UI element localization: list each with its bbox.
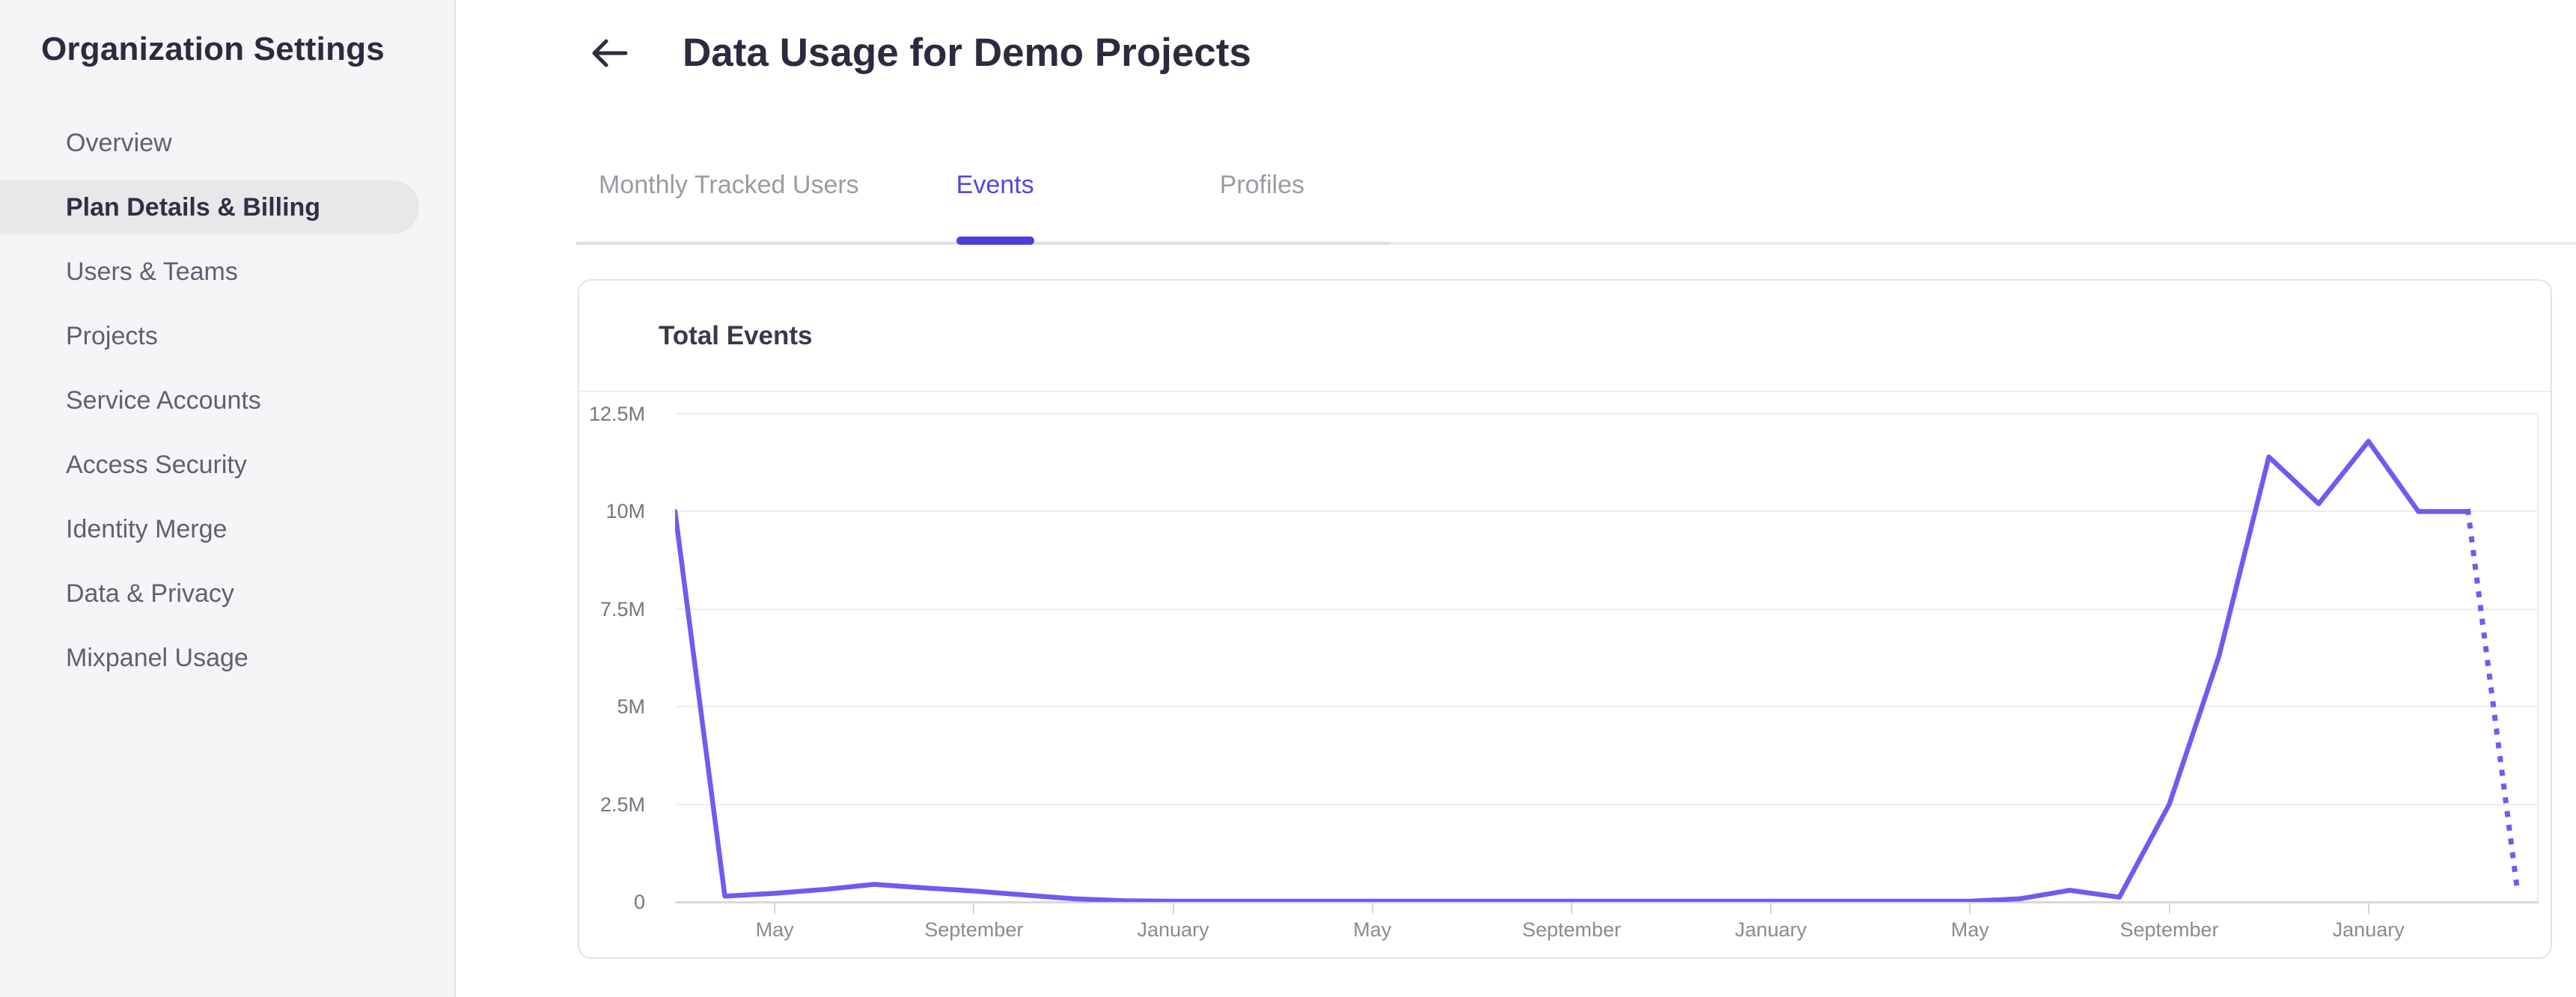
left-arrow-icon bbox=[592, 39, 628, 67]
sidebar-nav: Overview Plan Details & Billing Users & … bbox=[0, 116, 454, 685]
events-line-projected-dotted bbox=[2464, 508, 2521, 897]
plot-right-edge bbox=[2537, 414, 2539, 902]
card-header: Total Events bbox=[579, 281, 2551, 392]
card-title: Total Events bbox=[659, 320, 813, 350]
sidebar-item-label: Service Accounts bbox=[66, 385, 261, 415]
x-axis-tick bbox=[1570, 902, 1572, 914]
x-axis-tick bbox=[2168, 902, 2170, 914]
tab-profiles[interactable]: Profiles bbox=[1220, 170, 1304, 242]
tab-events[interactable]: Events bbox=[956, 170, 1034, 245]
x-axis-label: September bbox=[1522, 918, 1621, 941]
x-axis-tick bbox=[1770, 902, 1772, 914]
sidebar-item-label: Data & Privacy bbox=[66, 579, 234, 608]
sidebar-item-projects[interactable]: Projects bbox=[0, 309, 419, 363]
x-axis-tick bbox=[1371, 902, 1373, 914]
tab-strip: Monthly Tracked Users Events Profiles bbox=[576, 170, 1390, 245]
sidebar: Organization Settings Overview Plan Deta… bbox=[0, 0, 456, 997]
sidebar-item-label: Access Security bbox=[66, 450, 247, 479]
sidebar-item-data-privacy[interactable]: Data & Privacy bbox=[0, 567, 419, 621]
x-axis-tick bbox=[2367, 902, 2369, 914]
page-header: Data Usage for Demo Projects bbox=[457, 0, 2576, 76]
gridline bbox=[675, 413, 2539, 415]
y-axis-label: 0 bbox=[633, 891, 645, 913]
tab-label: Events bbox=[956, 171, 1034, 199]
tab-bar: Monthly Tracked Users Events Profiles bbox=[576, 170, 2576, 245]
sidebar-item-service-accounts[interactable]: Service Accounts bbox=[0, 374, 419, 427]
y-axis-label: 10M bbox=[605, 500, 645, 523]
x-axis-label: September bbox=[924, 918, 1024, 941]
x-axis-tick bbox=[1969, 902, 1971, 914]
sidebar-item-label: Plan Details & Billing bbox=[66, 192, 321, 222]
sidebar-item-label: Projects bbox=[66, 321, 158, 350]
total-events-series bbox=[675, 439, 2521, 902]
tab-monthly-tracked-users[interactable]: Monthly Tracked Users bbox=[599, 170, 859, 242]
tab-label: Profiles bbox=[1219, 171, 1304, 199]
x-axis-label: May bbox=[1353, 918, 1392, 941]
x-axis-label: May bbox=[755, 918, 794, 941]
x-axis-label: September bbox=[2119, 918, 2219, 941]
sidebar-item-label: Users & Teams bbox=[66, 257, 238, 286]
x-axis-label: January bbox=[2332, 918, 2405, 941]
sidebar-item-label: Overview bbox=[66, 128, 172, 157]
sidebar-item-users-teams[interactable]: Users & Teams bbox=[0, 245, 419, 299]
y-axis-label: 7.5M bbox=[599, 597, 645, 621]
sidebar-title: Organization Settings bbox=[41, 31, 385, 67]
main-content: Data Usage for Demo Projects Monthly Tra… bbox=[457, 0, 2576, 997]
x-axis-tick bbox=[1172, 902, 1174, 914]
x-axis-label: January bbox=[1137, 918, 1209, 941]
x-axis-label: January bbox=[1735, 918, 1807, 941]
gridline bbox=[675, 803, 2539, 805]
x-axis-label: May bbox=[1950, 918, 1989, 941]
back-button[interactable] bbox=[590, 37, 629, 70]
page-title: Data Usage for Demo Projects bbox=[683, 31, 1251, 75]
events-line-solid bbox=[675, 439, 2471, 902]
sidebar-item-overview[interactable]: Overview bbox=[0, 116, 419, 170]
active-tab-underline bbox=[956, 237, 1034, 245]
y-axis-label: 2.5M bbox=[599, 793, 645, 816]
sidebar-item-mixpanel-usage[interactable]: Mixpanel Usage bbox=[0, 631, 419, 685]
sidebar-item-label: Identity Merge bbox=[66, 514, 228, 543]
total-events-card: Total Events 12.5M 10M 7.5M 5M 2.5M 0 May Septe… bbox=[578, 279, 2552, 959]
sidebar-item-label: Mixpanel Usage bbox=[66, 643, 248, 672]
sidebar-item-access-security[interactable]: Access Security bbox=[0, 438, 419, 492]
tab-label: Monthly Tracked Users bbox=[599, 171, 859, 199]
gridline bbox=[675, 706, 2539, 708]
sidebar-item-identity-merge[interactable]: Identity Merge bbox=[0, 502, 419, 556]
x-axis-tick bbox=[774, 902, 776, 914]
x-axis-line bbox=[675, 901, 2539, 903]
gridline bbox=[675, 510, 2539, 513]
y-axis-label: 12.5M bbox=[588, 403, 645, 425]
y-axis-label: 5M bbox=[617, 695, 645, 719]
x-axis-tick bbox=[973, 902, 975, 914]
gridline bbox=[675, 608, 2539, 610]
sidebar-item-plan-details-billing[interactable]: Plan Details & Billing bbox=[0, 180, 419, 234]
